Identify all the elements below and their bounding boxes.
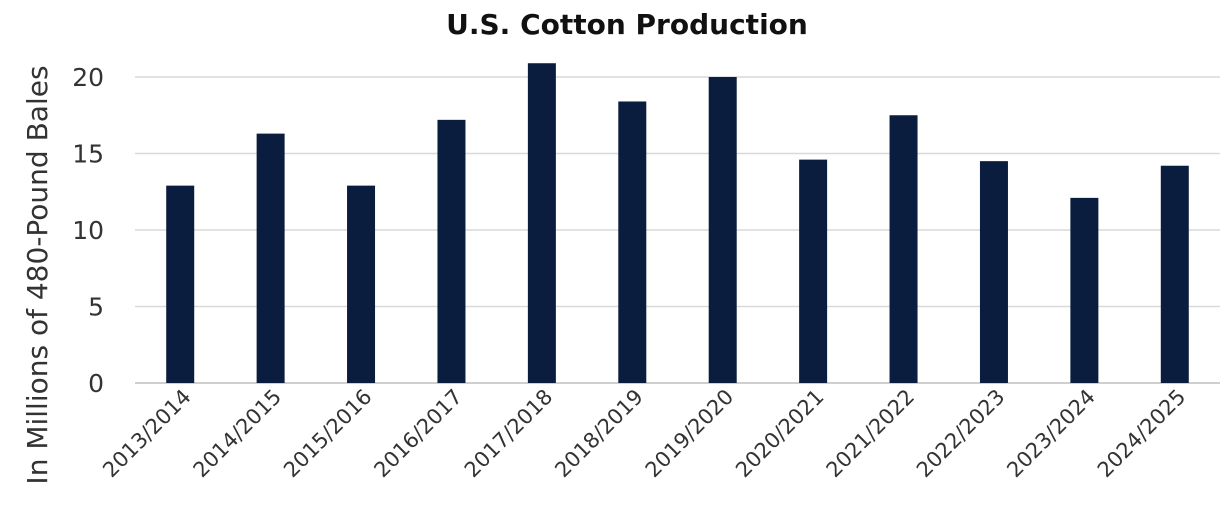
- bar: [618, 101, 647, 383]
- x-tick-label: 2021/2022: [822, 385, 920, 483]
- x-tick-label: 2013/2014: [98, 385, 196, 483]
- x-tick-label: 2014/2015: [189, 385, 287, 483]
- bar: [347, 185, 376, 383]
- y-tick-label: 15: [72, 140, 104, 169]
- bar: [799, 159, 828, 383]
- x-tick-label: 2022/2023: [912, 385, 1010, 483]
- y-tick-label: 5: [88, 293, 104, 322]
- y-axis-label: In Millions of 480-Pound Bales: [21, 65, 54, 484]
- bar: [979, 161, 1008, 383]
- x-tick-label: 2023/2024: [1002, 385, 1100, 483]
- bar: [527, 63, 556, 383]
- x-tick-label: 2024/2025: [1093, 385, 1191, 483]
- x-tick-label: 2020/2021: [731, 385, 829, 483]
- x-tick-label: 2019/2020: [641, 385, 739, 483]
- bar: [166, 185, 195, 383]
- y-tick-label: 10: [72, 216, 104, 245]
- x-tick-label: 2017/2018: [460, 385, 558, 483]
- chart-title: U.S. Cotton Production: [446, 8, 808, 41]
- grid-lines: [135, 76, 1220, 384]
- bar: [1160, 165, 1189, 383]
- x-axis-ticks: 2013/20142014/20152015/20162016/20172017…: [98, 385, 1190, 483]
- x-tick-label: 2018/2019: [550, 385, 648, 483]
- bar: [256, 133, 285, 383]
- y-tick-label: 20: [72, 63, 104, 92]
- bar: [437, 119, 466, 383]
- x-tick-label: 2016/2017: [369, 385, 467, 483]
- x-tick-label: 2015/2016: [279, 385, 377, 483]
- y-tick-label: 0: [88, 369, 104, 398]
- bars: [166, 63, 1189, 383]
- bar: [708, 77, 737, 383]
- y-axis-ticks: 0 5 10 15 20: [72, 63, 104, 398]
- bar: [889, 115, 918, 383]
- bar: [1070, 197, 1099, 383]
